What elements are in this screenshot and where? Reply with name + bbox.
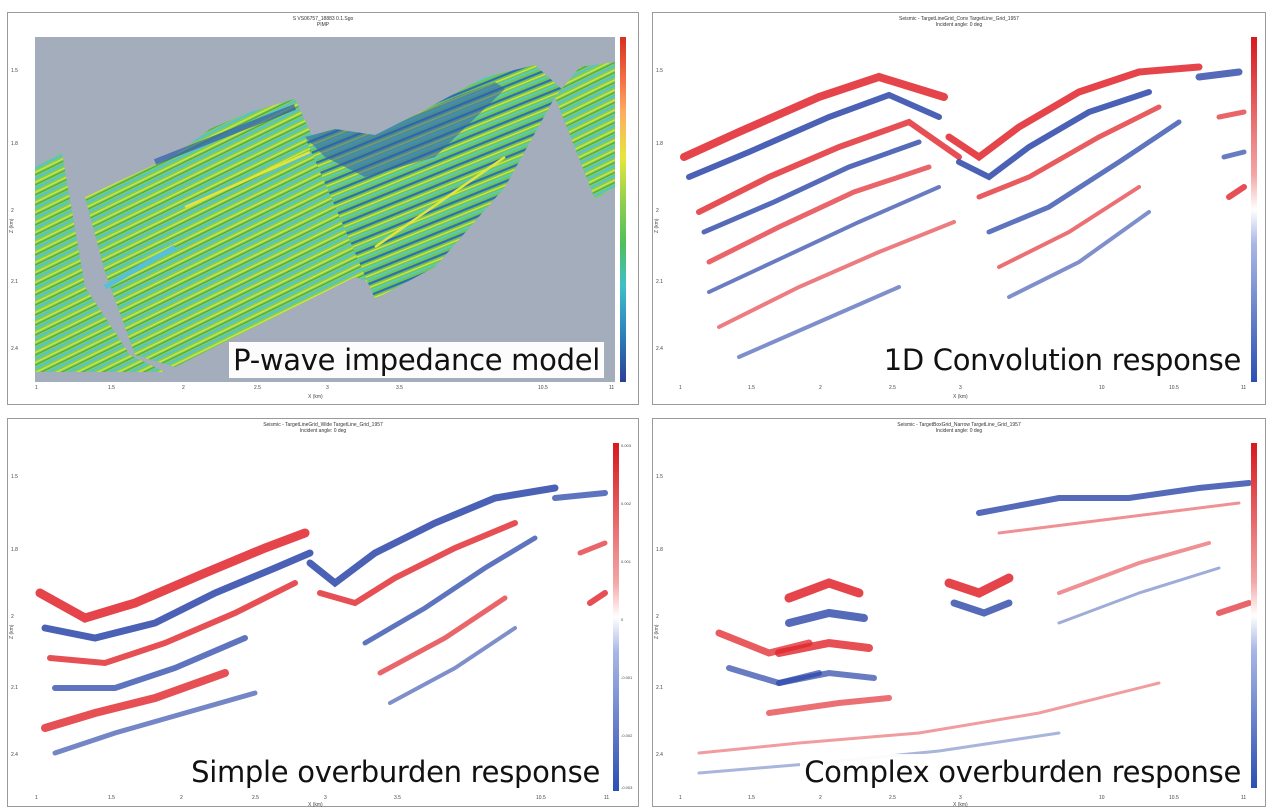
x-tick-label: 10	[1099, 795, 1105, 801]
x-axis-title: X (km)	[308, 802, 323, 808]
panel-title-line2: PIMP	[316, 22, 330, 28]
x-axis-title: X (km)	[308, 394, 323, 400]
x-tick-label: 2	[180, 795, 183, 801]
x-tick-label: 11	[1241, 385, 1247, 391]
impedance-plot	[35, 37, 615, 382]
x-tick-label: 2	[819, 385, 822, 391]
x-tick-label: 3.5	[394, 795, 401, 801]
panel-impedance-model: S VS06757_18883 0.1.Sgo PIMP	[7, 12, 639, 405]
x-tick-label: 1.5	[748, 795, 755, 801]
y-tick-label: 1.8	[656, 141, 663, 147]
seismic-section	[680, 63, 1247, 359]
x-tick-label: 11	[1241, 795, 1247, 801]
colorbar-tick-label: 0.001	[621, 559, 632, 564]
x-tick-label: 2	[819, 795, 822, 801]
x-tick-label: 11	[604, 795, 610, 801]
x-tick-label: 1.5	[108, 385, 115, 391]
x-tick-label: 1	[679, 385, 682, 391]
y-tick-label: 1.5	[656, 474, 663, 480]
panel-title-line2: Incident angle: 0 deg	[299, 428, 347, 434]
y-tick-label: 1.8	[656, 547, 663, 553]
seismic-plot	[35, 443, 609, 791]
x-tick-label: 3	[959, 385, 962, 391]
colorbar-tick-label: -0.002	[621, 733, 633, 738]
panel-caption: 1D Convolution response	[879, 342, 1245, 378]
seismic-plot	[679, 443, 1251, 791]
x-tick-label: 1	[35, 385, 38, 391]
colorbar-tick-label: -0.001	[621, 675, 633, 680]
x-tick-label: 10.5	[1169, 795, 1179, 801]
y-tick-label: 2.4	[656, 752, 663, 758]
panel-caption: P-wave impedance model	[229, 342, 604, 378]
panel-title-line2: Incident angle: 0 deg	[935, 22, 983, 28]
panel-title-line1: Seismic - TargetLineGrid_Conv TargetLine…	[899, 16, 1019, 22]
y-tick-label: 2	[11, 208, 14, 214]
colorbar-tick-label: 0	[621, 617, 624, 622]
x-tick-label: 2.5	[889, 385, 896, 391]
y-axis-title: Z (km)	[654, 218, 660, 233]
colorbar	[1251, 443, 1257, 788]
y-tick-label: 2.1	[656, 685, 663, 691]
y-axis-title: Z (km)	[9, 218, 15, 233]
x-tick-label: 3	[959, 795, 962, 801]
x-tick-label: 11	[609, 385, 615, 391]
panel-caption: Complex overburden response	[800, 754, 1245, 790]
seismic-plot	[679, 37, 1247, 382]
x-tick-label: 3	[324, 795, 327, 801]
colorbar-tick-label: 0.003	[621, 443, 632, 448]
x-axis-title: X (km)	[953, 394, 968, 400]
panel-simple-overburden: Seismic - TargetLineGrid_Wide TargetLine…	[7, 418, 639, 808]
seismic-section	[697, 480, 1251, 775]
y-tick-label: 1.8	[11, 141, 18, 147]
y-tick-label: 1.5	[11, 474, 18, 480]
y-axis-title: Z (km)	[654, 624, 660, 639]
x-tick-label: 10.5	[538, 385, 548, 391]
panel-complex-overburden: Seismic - TargetBoxGrid_Narrow TargetLin…	[652, 418, 1266, 808]
panel-title-line1: S VS06757_18883 0.1.Sgo	[292, 16, 354, 22]
x-tick-label: 2.5	[252, 795, 259, 801]
y-tick-label: 2.4	[11, 752, 18, 758]
y-tick-label: 1.8	[11, 547, 18, 553]
y-tick-label: 2.1	[656, 279, 663, 285]
panel-title-line1: Seismic - TargetBoxGrid_Narrow TargetLin…	[897, 422, 1021, 428]
x-tick-label: 2.5	[889, 795, 896, 801]
x-tick-label: 3.5	[396, 385, 403, 391]
x-tick-label: 1	[679, 795, 682, 801]
colorbar-tick-label: 0.002	[621, 501, 632, 506]
x-tick-label: 10	[1099, 385, 1105, 391]
x-tick-label: 1	[35, 795, 38, 801]
panel-caption: Simple overburden response	[187, 754, 604, 790]
y-tick-label: 2.1	[11, 279, 18, 285]
colorbar-tick-label: -0.003	[621, 785, 633, 790]
colorbar	[1251, 37, 1257, 382]
x-tick-label: 10.5	[1169, 385, 1179, 391]
x-tick-label: 1.5	[748, 385, 755, 391]
y-axis-title: Z (km)	[9, 624, 15, 639]
y-tick-label: 2	[656, 208, 659, 214]
panel-title-line2: Incident angle: 0 deg	[935, 428, 983, 434]
seismic-section	[35, 484, 608, 756]
panel-title: Seismic - TargetBoxGrid_Narrow TargetLin…	[653, 422, 1265, 434]
x-axis-title: X (km)	[953, 802, 968, 808]
y-tick-label: 2.4	[11, 346, 18, 352]
impedance-section	[35, 62, 615, 372]
x-tick-label: 1.5	[108, 795, 115, 801]
y-tick-label: 1.5	[11, 68, 18, 74]
y-tick-label: 2.4	[656, 346, 663, 352]
x-tick-label: 10.5	[536, 795, 546, 801]
panel-title: Seismic - TargetLineGrid_Conv TargetLine…	[653, 16, 1265, 28]
x-tick-label: 2.5	[254, 385, 261, 391]
y-tick-label: 2	[656, 614, 659, 620]
x-tick-label: 2	[182, 385, 185, 391]
panel-convolution-response: Seismic - TargetLineGrid_Conv TargetLine…	[652, 12, 1266, 405]
colorbar	[613, 443, 619, 791]
panel-title: Seismic - TargetLineGrid_Wide TargetLine…	[8, 422, 638, 434]
y-tick-label: 1.5	[656, 68, 663, 74]
colorbar	[620, 37, 626, 382]
x-tick-label: 3	[326, 385, 329, 391]
panel-title: S VS06757_18883 0.1.Sgo PIMP	[8, 16, 638, 28]
panel-title-line1: Seismic - TargetLineGrid_Wide TargetLine…	[263, 422, 383, 428]
y-tick-label: 2	[11, 614, 14, 620]
y-tick-label: 2.1	[11, 685, 18, 691]
